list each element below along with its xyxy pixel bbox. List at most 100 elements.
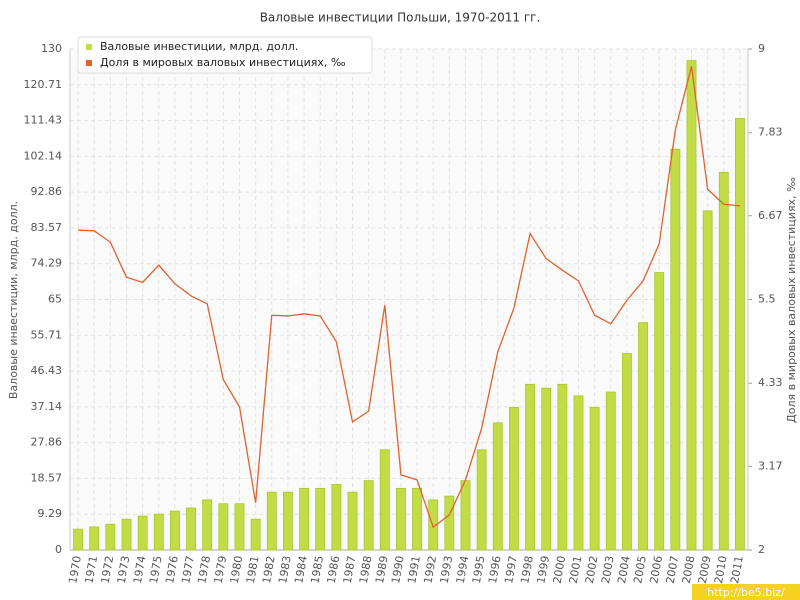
bar — [412, 487, 422, 551]
legend-label: Доля в мировых валовых инвестициях, ‰ — [100, 56, 346, 69]
x-tick-label: 1983 — [276, 555, 294, 585]
y2-tick-label: 2 — [758, 543, 765, 556]
y-tick-label: 37.14 — [31, 400, 63, 413]
bar — [73, 528, 83, 551]
y-tick-label: 92.86 — [31, 185, 63, 198]
bar — [670, 148, 681, 551]
x-tick-label: 1985 — [308, 555, 326, 585]
y2-tick-label: 3.17 — [758, 459, 783, 472]
watermark[interactable]: http://be5.biz/ — [707, 586, 785, 599]
x-tick-label: 1976 — [163, 555, 181, 585]
x-tick-label: 1991 — [405, 555, 423, 585]
watermark-bg — [692, 584, 800, 600]
y-tick-label: 65 — [48, 293, 62, 306]
bar — [476, 449, 487, 551]
legend-label: Валовые инвестиции, млрд. долл. — [100, 40, 298, 53]
bar — [525, 383, 535, 551]
x-tick-label: 1975 — [147, 555, 165, 585]
y-tick-label: 102.14 — [24, 149, 63, 162]
x-tick-label: 2011 — [728, 555, 746, 585]
bar — [363, 480, 374, 551]
y2-tick-label: 9 — [758, 42, 765, 55]
bar — [573, 395, 584, 551]
legend-box — [77, 36, 373, 74]
y2-axis-label: Доля в мировых валовых инвестициях, ‰ — [785, 177, 798, 423]
bar — [702, 210, 713, 551]
x-tick-label: 2008 — [680, 555, 698, 585]
bar — [460, 480, 471, 551]
x-tick-label: 1996 — [486, 555, 504, 585]
y-tick-label: 27.86 — [31, 436, 63, 449]
y-tick-label: 83.57 — [31, 221, 63, 234]
bar — [622, 353, 632, 551]
bar — [283, 491, 293, 551]
bar — [686, 60, 697, 551]
bar — [170, 510, 180, 551]
x-tick-label: 1997 — [502, 555, 520, 585]
bar — [250, 518, 261, 551]
x-tick-label: 1995 — [470, 555, 488, 585]
x-tick-label: 2003 — [599, 555, 617, 585]
x-tick-label: 1998 — [518, 555, 536, 585]
y-axis-label: Валовые инвестиции, млрд. долл. — [7, 201, 20, 399]
bar — [735, 117, 745, 551]
bar — [121, 518, 132, 551]
bar — [492, 422, 503, 551]
x-tick-label: 1984 — [292, 555, 310, 585]
bar — [654, 272, 665, 551]
bar — [718, 171, 729, 551]
bar — [105, 523, 116, 551]
bar — [428, 499, 439, 551]
x-tick-label: 1974 — [131, 555, 149, 585]
y2-tick-label: 4.33 — [758, 376, 783, 389]
bar — [315, 487, 326, 551]
bar — [396, 487, 406, 551]
chart-title: Валовые инвестиции Польши, 1970-2011 гг. — [260, 11, 541, 25]
y2-tick-label: 6.67 — [758, 209, 783, 222]
y2-tick-label: 7.83 — [758, 126, 783, 139]
x-tick-label: 1994 — [454, 555, 472, 585]
bar — [589, 407, 600, 551]
y-tick-label: 0 — [55, 543, 62, 556]
x-tick-label: 1970 — [66, 555, 84, 585]
x-tick-label: 1971 — [82, 555, 100, 585]
x-tick-label: 2007 — [664, 555, 682, 585]
y-tick-label: 111.43 — [24, 114, 63, 127]
bar — [331, 484, 342, 551]
x-tick-label: 1993 — [438, 555, 456, 585]
x-tick-label: 2009 — [696, 555, 714, 585]
bar — [379, 449, 390, 551]
bar — [218, 503, 229, 551]
y-tick-label: 9.29 — [38, 507, 63, 520]
x-tick-label: 2001 — [567, 555, 585, 585]
bar — [186, 507, 196, 551]
y-tick-label: 55.71 — [31, 328, 63, 341]
x-tick-label: 1992 — [421, 555, 439, 585]
line — [78, 66, 740, 529]
x-tick-label: 2004 — [615, 555, 633, 585]
x-tick-label: 2002 — [583, 555, 601, 585]
bar — [266, 491, 277, 551]
x-tick-label: 1978 — [195, 555, 213, 585]
y-tick-label: 120.71 — [24, 78, 63, 91]
y-tick-label: 130 — [41, 42, 62, 55]
x-tick-label: 1980 — [228, 555, 246, 585]
bar — [89, 526, 100, 551]
y2-tick-label: 5.5 — [758, 293, 776, 306]
legend-swatch — [86, 44, 92, 50]
bar — [234, 503, 245, 551]
y-tick-label: 46.43 — [31, 364, 63, 377]
x-tick-label: 2000 — [551, 555, 569, 585]
x-tick-label: 2005 — [631, 555, 649, 585]
x-tick-label: 2006 — [647, 555, 665, 585]
bar — [557, 383, 568, 551]
x-tick-label: 1999 — [534, 555, 552, 585]
bar — [137, 515, 148, 551]
x-tick-label: 1972 — [99, 555, 117, 585]
bar — [605, 391, 616, 551]
x-tick-label: 1986 — [325, 555, 343, 585]
bar — [444, 495, 455, 551]
y-tick-label: 74.29 — [31, 257, 63, 270]
x-tick-label: 1981 — [244, 555, 262, 585]
x-tick-label: 1988 — [357, 555, 375, 585]
